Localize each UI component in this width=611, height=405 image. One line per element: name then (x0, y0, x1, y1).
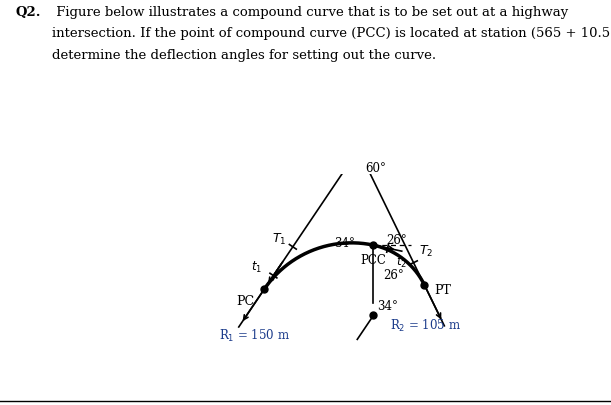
Text: PT: PT (434, 283, 451, 296)
Text: 26°: 26° (383, 268, 404, 281)
Text: PC: PC (236, 294, 254, 307)
Text: $t_2$: $t_2$ (396, 254, 408, 269)
Text: Q2.: Q2. (15, 6, 41, 19)
Text: 34°: 34° (377, 299, 398, 312)
Text: R$_1$ = 150 m: R$_1$ = 150 m (219, 327, 290, 343)
Text: 26°: 26° (386, 233, 406, 246)
Text: Figure below illustrates a compound curve that is to be set out at a highway
int: Figure below illustrates a compound curv… (52, 6, 611, 62)
Text: $t_1$: $t_1$ (252, 259, 263, 274)
Text: $T_2$: $T_2$ (419, 243, 433, 258)
Text: $T_1$: $T_1$ (273, 231, 287, 246)
Text: 60°: 60° (365, 162, 386, 175)
Text: R$_2$ = 105 m: R$_2$ = 105 m (390, 318, 461, 334)
Text: 34°: 34° (334, 237, 355, 249)
Text: PCC: PCC (360, 254, 386, 267)
